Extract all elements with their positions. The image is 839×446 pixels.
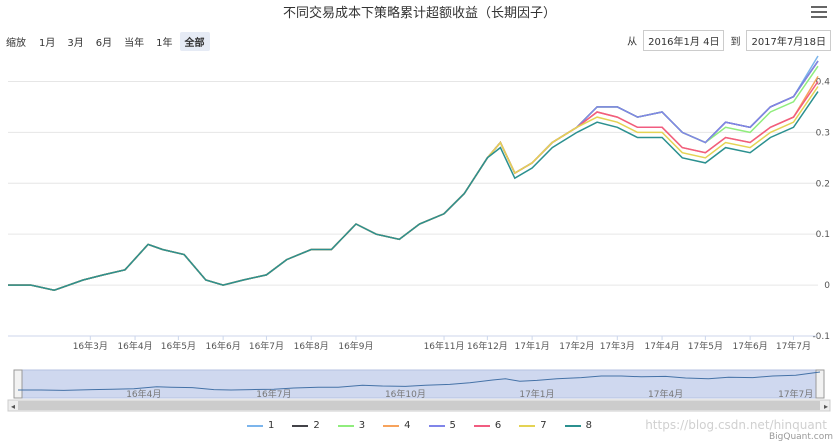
legend-item-7[interactable]: 7 xyxy=(519,420,547,431)
x-tick-label: 17年2月 xyxy=(559,340,594,352)
from-date-input[interactable]: 2016年1月 4日 xyxy=(643,30,725,51)
navigator-tick-label: 17年4月 xyxy=(648,388,683,400)
legend-label: 2 xyxy=(313,420,320,431)
series-line-5 xyxy=(8,60,819,291)
x-tick-label: 17年3月 xyxy=(600,340,635,352)
navigator-tick-label: 16年10月 xyxy=(385,388,426,400)
y-tick-label: 0.3 xyxy=(816,128,830,138)
zoom-6m-button[interactable]: 6月 xyxy=(95,38,113,49)
x-tick-label: 16年5月 xyxy=(161,340,196,352)
legend-label: 4 xyxy=(404,420,411,431)
x-tick-label: 17年7月 xyxy=(776,340,811,352)
x-tick-label: 17年6月 xyxy=(733,340,768,352)
scroll-left-arrow-icon: ◂ xyxy=(11,402,15,411)
legend-item-2[interactable]: 2 xyxy=(292,420,320,431)
series-line-8 xyxy=(8,91,819,291)
series-line-7 xyxy=(8,86,819,291)
navigator-right-handle xyxy=(815,369,825,399)
legend-swatch xyxy=(337,424,354,427)
navigator-tick-label: 17年7月 xyxy=(778,388,813,400)
legend-item-8[interactable]: 8 xyxy=(564,420,592,431)
date-range-bar: 从 2016年1月 4日 到 2017年7月18日 xyxy=(627,30,831,51)
zoom-1m-button[interactable]: 1月 xyxy=(39,38,56,49)
legend-item-6[interactable]: 6 xyxy=(473,420,502,431)
legend-item-5[interactable]: 5 xyxy=(428,420,456,431)
y-tick-label: 0.4 xyxy=(816,77,831,87)
legend-swatch xyxy=(247,424,263,427)
navigator-left-handle xyxy=(13,369,23,399)
navigator-tick-label: 16年4月 xyxy=(126,388,161,400)
series-line-1 xyxy=(8,55,819,291)
y-tick-label: 0 xyxy=(824,281,830,291)
zoom-ytd-button[interactable]: 当年 xyxy=(124,38,145,49)
x-tick-label: 17年5月 xyxy=(688,340,723,352)
legend-label: 7 xyxy=(540,420,547,431)
watermark: https://blog.csdn.net/hinquant xyxy=(645,418,827,432)
legend-swatch xyxy=(428,424,445,427)
navigator-window xyxy=(17,369,821,399)
series-line-3 xyxy=(8,65,819,291)
legend-swatch xyxy=(383,424,400,427)
credit-text: BigQuant.com xyxy=(768,432,833,442)
legend-item-4[interactable]: 4 xyxy=(383,420,411,431)
navigator-tick-label: 17年1月 xyxy=(519,388,554,400)
legend-item-3[interactable]: 3 xyxy=(337,420,366,431)
x-tick-label: 16年7月 xyxy=(249,340,284,352)
legend-label: 6 xyxy=(494,420,502,431)
legend-swatch xyxy=(292,424,309,427)
series-line-6 xyxy=(8,81,819,291)
scroll-right-arrow-icon: ▸ xyxy=(824,402,828,411)
x-tick-label: 16年4月 xyxy=(117,340,152,352)
series-line-2 xyxy=(8,60,819,291)
x-tick-label: 16年12月 xyxy=(467,340,508,352)
x-tick-label: 17年4月 xyxy=(644,340,679,352)
zoom-all-button[interactable]: 全部 xyxy=(179,32,210,51)
x-tick-label: 16年6月 xyxy=(206,340,241,352)
zoom-bar: 缩放 1月 3月 6月 当年 1年 全部 xyxy=(6,32,210,51)
x-tick-label: 17年1月 xyxy=(515,340,550,352)
zoom-label: 缩放 xyxy=(6,38,26,49)
legend-label: 5 xyxy=(449,420,456,431)
legend-swatch xyxy=(519,424,536,427)
legend-swatch xyxy=(564,424,581,427)
to-label: 到 xyxy=(730,37,741,48)
navigator-tick-label: 16年7月 xyxy=(256,388,291,400)
x-tick-label: 16年8月 xyxy=(294,340,329,352)
navigator-series-line xyxy=(18,371,821,391)
x-tick-label: 16年11月 xyxy=(424,340,465,352)
scrollbar-thumb xyxy=(18,401,820,410)
y-tick-label: 0.2 xyxy=(816,179,830,189)
legend-item-1[interactable]: 1 xyxy=(247,420,274,431)
y-tick-label: 0.1 xyxy=(816,230,830,240)
zoom-1y-button[interactable]: 1年 xyxy=(156,38,173,49)
legend-swatch xyxy=(473,424,490,427)
zoom-3m-button[interactable]: 3月 xyxy=(67,38,84,49)
legend-label: 8 xyxy=(585,420,592,431)
legend: 1 2 3 4 5 6 7 8 xyxy=(0,420,839,431)
chart-title: 不同交易成本下策略累计超额收益（长期因子） xyxy=(282,6,556,21)
to-date-input[interactable]: 2017年7月18日 xyxy=(746,30,831,51)
x-tick-label: 16年9月 xyxy=(338,340,373,352)
legend-label: 1 xyxy=(268,420,275,431)
y-tick-label: -0.1 xyxy=(812,332,830,342)
menu-icon[interactable] xyxy=(811,6,827,20)
x-tick-label: 16年3月 xyxy=(73,340,108,352)
from-label: 从 xyxy=(627,37,638,48)
legend-label: 3 xyxy=(358,420,366,431)
